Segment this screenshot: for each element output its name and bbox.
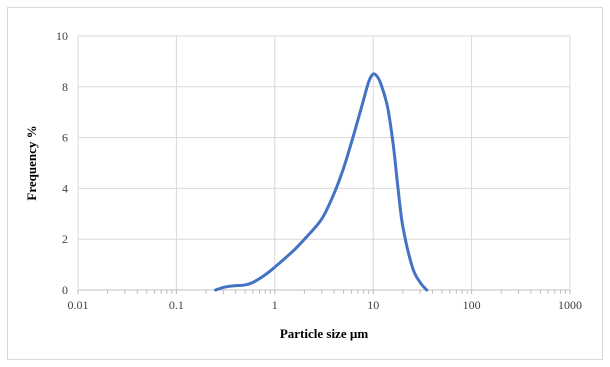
y-tick-label: 2 [62,232,68,246]
y-axis-label: Frequency % [24,125,39,200]
x-tick-label: 10 [367,298,379,312]
axes [77,289,571,294]
series-layer [214,72,429,292]
x-tick-label: 0.01 [68,298,89,312]
x-tick-label: 0.1 [169,298,184,312]
y-tick-label: 0 [62,283,68,297]
series-line [214,72,429,292]
y-tick-label: 8 [62,80,68,94]
x-tick-label: 1 [272,298,278,312]
y-tick-label: 10 [56,29,68,43]
y-tick-label: 6 [62,131,68,145]
x-tick-label: 1000 [558,298,582,312]
y-tick-labels: 0 2 4 6 8 10 [56,29,68,297]
y-tick-label: 4 [62,181,68,195]
x-axis-label: Particle size µm [280,326,369,341]
chart-frame [7,7,603,360]
x-tick-labels: 0.01 0.1 1 10 100 1000 [68,298,583,312]
x-tick-label: 100 [463,298,481,312]
grid-lines [77,35,571,290]
